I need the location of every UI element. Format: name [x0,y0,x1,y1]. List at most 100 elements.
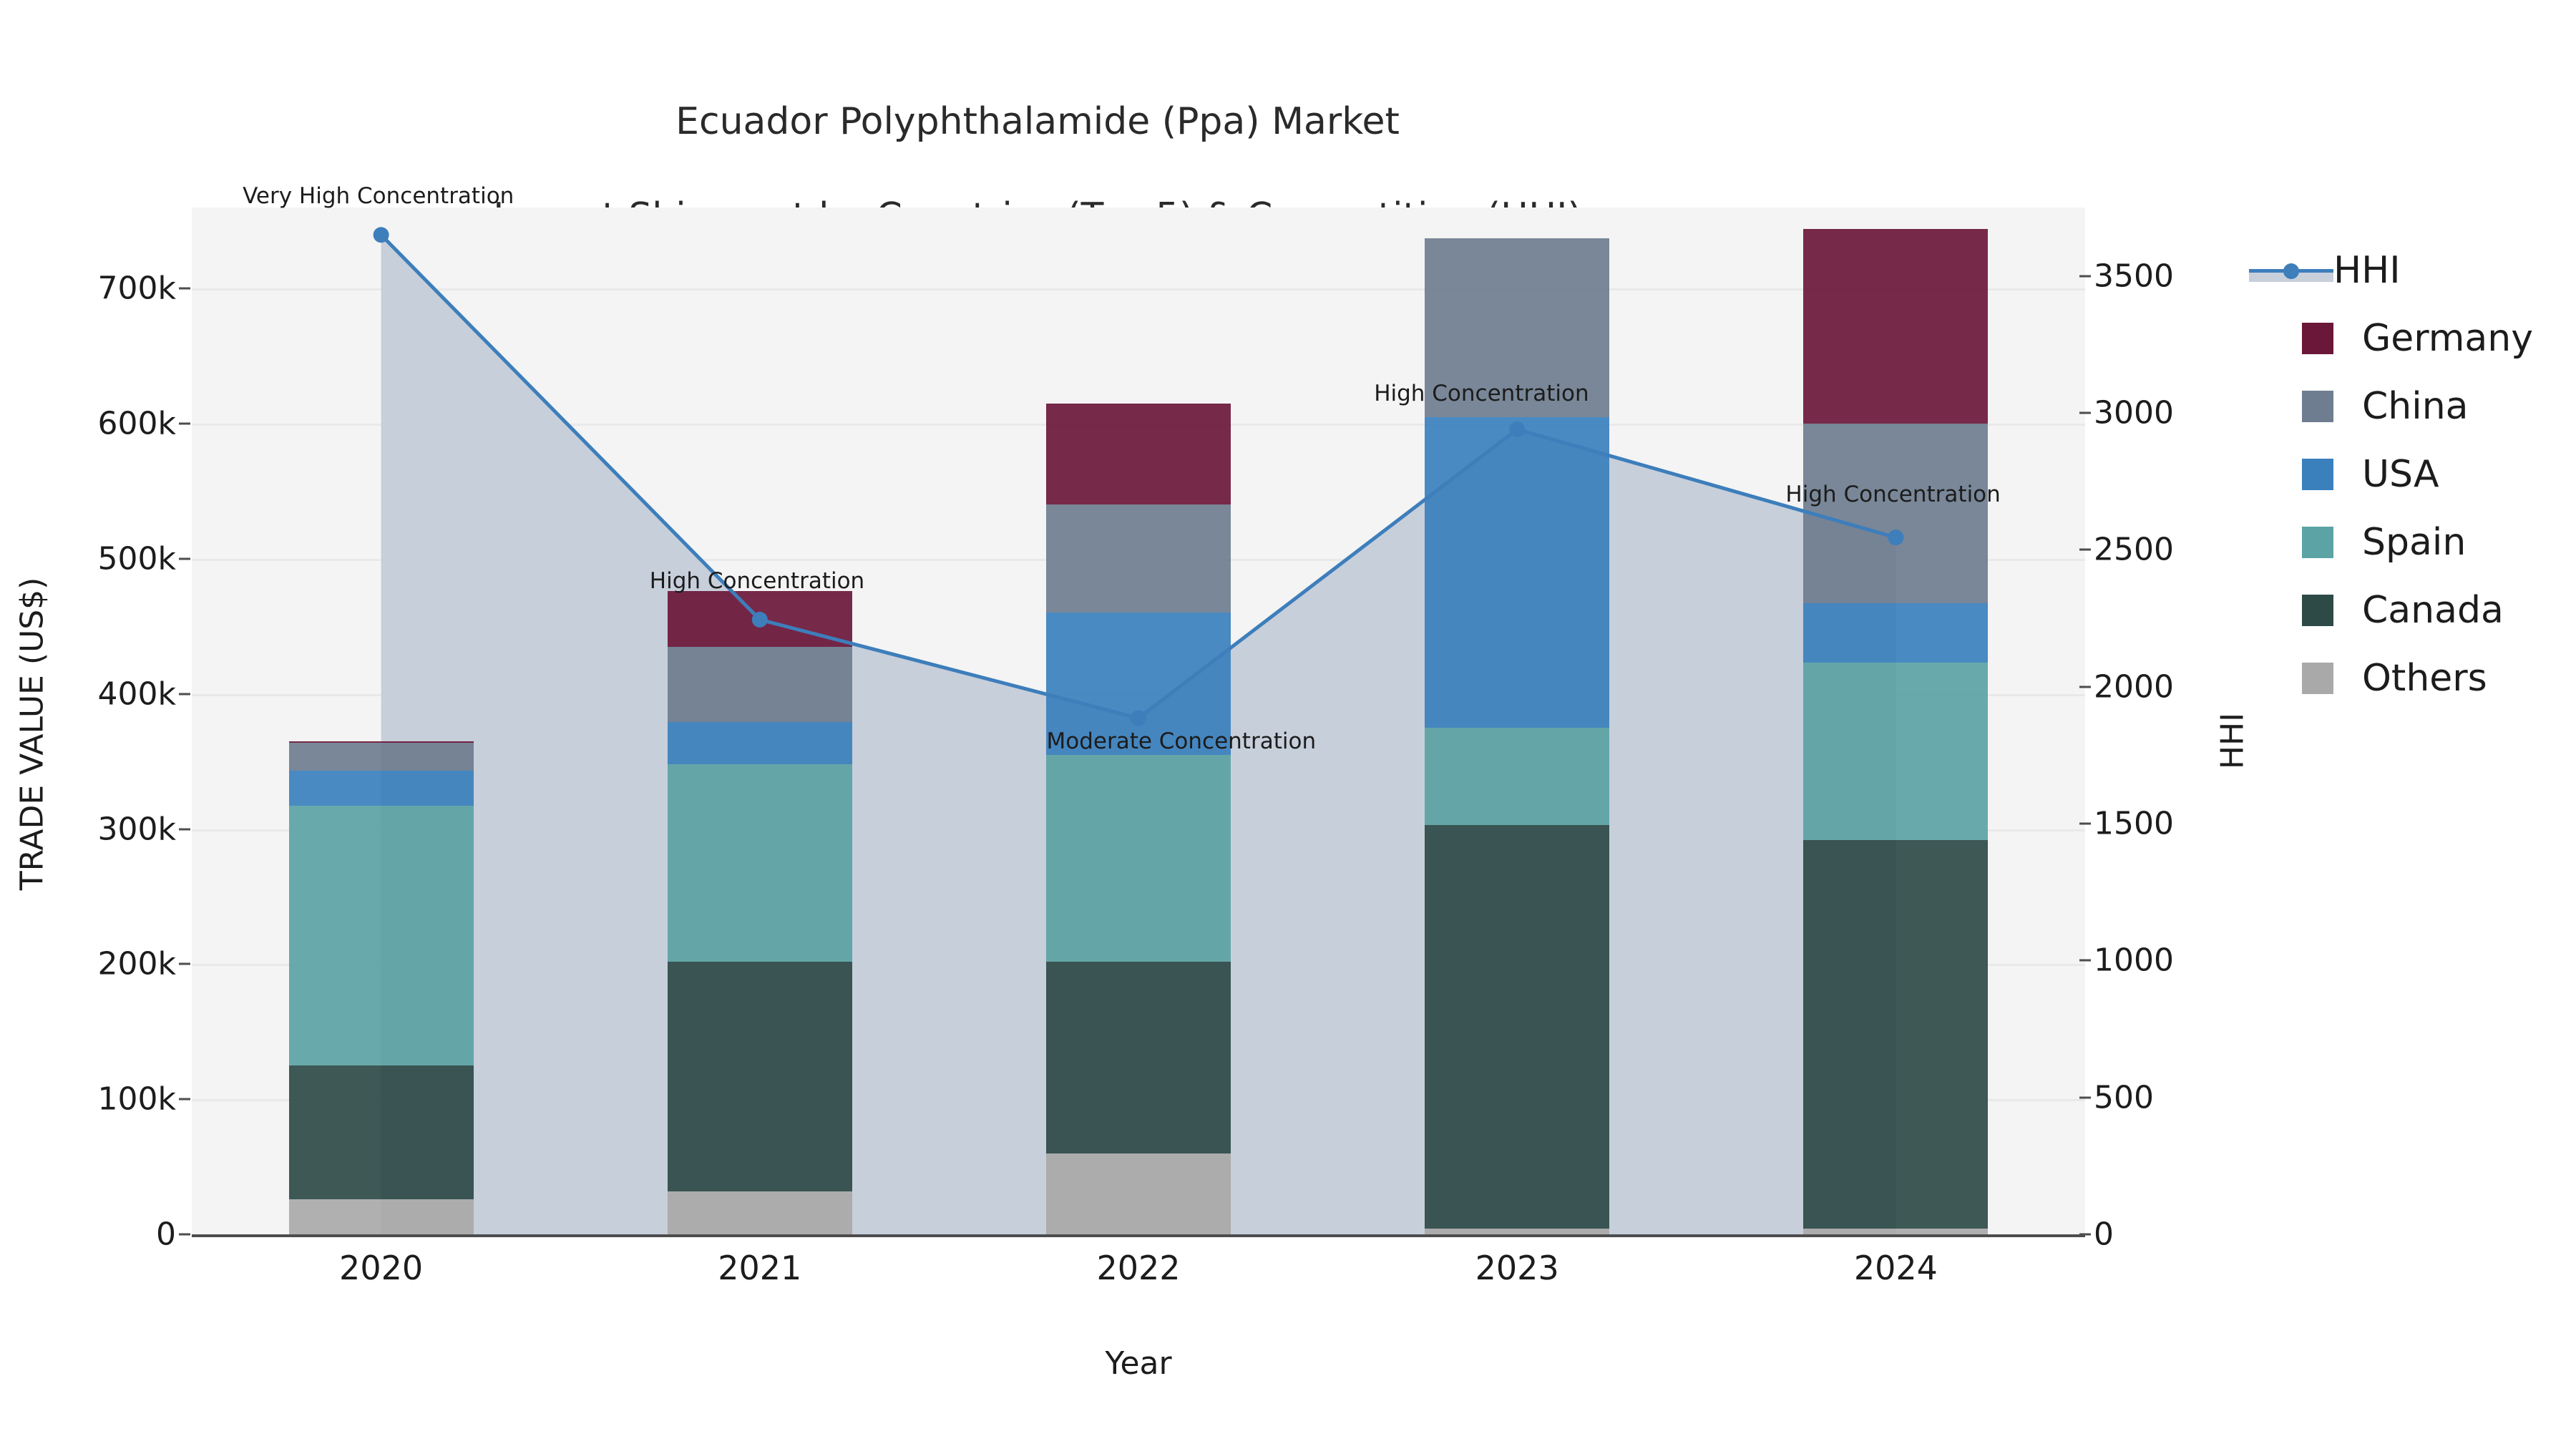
legend-item-china[interactable]: China [2275,372,2576,440]
bar-segment-spain[interactable] [288,806,474,1065]
bar-segment-germany[interactable] [288,741,474,743]
y-axis-right-tick-label: 1500 [2094,805,2174,842]
legend-swatch [2302,662,2333,694]
hhi-data-point[interactable] [373,227,389,243]
bar-segment-china[interactable] [288,742,474,771]
legend-label: Others [2362,656,2487,700]
bar-segment-germany[interactable] [1803,229,1989,424]
gridline [192,288,2085,291]
bar-segment-china[interactable] [1046,504,1231,613]
hhi-data-point[interactable] [1888,530,1904,546]
bar-segment-germany[interactable] [1046,403,1231,505]
bar-segment-others[interactable] [667,1191,852,1234]
bar-segment-usa[interactable] [667,722,852,764]
y-axis-right-tick-label: 2500 [2094,531,2174,568]
y-axis-left-tick-label: 100k [97,1080,176,1118]
bar-segment-china[interactable] [1425,238,1610,417]
bar-segment-china[interactable] [1803,424,1989,604]
x-axis-tick-label: 2020 [339,1249,424,1287]
y-axis-left-tickmark [179,962,190,965]
legend-label: USA [2362,452,2439,496]
bar-column[interactable] [1425,208,1610,1234]
y-axis-left-tickmark [179,1098,190,1101]
bar-segment-usa[interactable] [288,771,474,806]
bar-column[interactable] [288,208,474,1234]
legend-item-spain[interactable]: Spain [2275,508,2576,576]
bar-column[interactable] [1046,208,1231,1234]
legend-label: Canada [2362,588,2504,632]
y-axis-right-tickmark [2079,1096,2091,1099]
y-axis-left-tickmark [179,693,190,696]
bar-segment-others[interactable] [1046,1153,1231,1234]
legend: HHI Germany China USA Spain Canada Others [2249,236,2576,712]
y-axis-left-tick-label: 700k [97,270,176,307]
bar-segment-canada[interactable] [1046,961,1231,1153]
annotation-label: High Concentration [1374,380,1589,406]
y-axis-right-tickmark [2079,686,2091,688]
legend-label: China [2362,384,2469,428]
y-axis-left-tick-label: 500k [97,540,176,577]
y-axis-left-ticks: 0 100k 200k 300k 400k 500k 600k 700k [0,0,177,1449]
bar-segment-spain[interactable] [1803,663,1989,840]
bar-segment-usa[interactable] [1803,603,1989,663]
y-axis-left-tick-label: 300k [97,811,176,848]
hhi-data-point[interactable] [751,611,768,628]
legend-label: Germany [2362,316,2534,360]
y-axis-right-label: HHI [2214,712,2251,770]
legend-label: HHI [2333,248,2401,292]
bar-segment-others[interactable] [1803,1229,1989,1234]
bar-segment-canada[interactable] [1803,839,1989,1229]
bar-segment-usa[interactable] [1046,613,1231,755]
bar-segment-usa[interactable] [1425,416,1610,728]
bar-segment-canada[interactable] [1425,824,1610,1229]
y-axis-right-tick-label: 3500 [2094,258,2174,295]
bar-segment-others[interactable] [288,1199,474,1234]
y-axis-left-tick-label: 0 [156,1216,176,1253]
bar-column[interactable] [1803,208,1989,1234]
y-axis-left-tickmark [179,287,190,290]
annotation-label: High Concentration [649,567,865,594]
y-axis-left-tick-label: 400k [97,675,176,713]
annotation-label: Moderate Concentration [1046,728,1317,754]
bar-segment-canada[interactable] [288,1065,474,1199]
annotation-label: High Concentration [1785,482,2001,508]
legend-item-usa[interactable]: USA [2275,440,2576,508]
legend-item-canada[interactable]: Canada [2275,576,2576,644]
y-axis-right-tickmark [2079,822,2091,825]
x-axis-tick-label: 2024 [1853,1249,1938,1287]
x-axis-label: Year [1105,1345,1172,1382]
legend-item-hhi[interactable]: HHI [2249,236,2576,304]
legend-line-marker [2249,255,2333,286]
y-axis-left-tick-label: 200k [97,945,176,982]
bar-segment-china[interactable] [667,646,852,723]
y-axis-right-tickmark [2079,548,2091,551]
bar-segment-spain[interactable] [1425,727,1610,825]
bar-segment-spain[interactable] [667,763,852,962]
bar-segment-spain[interactable] [1046,754,1231,962]
legend-label: Spain [2362,520,2467,564]
legend-swatch [2302,526,2333,558]
y-axis-left-tickmark [179,422,190,425]
y-axis-right-tickmark [2079,275,2091,278]
annotation-label: Very High Concentration [243,183,514,210]
legend-swatch [2302,322,2333,354]
y-axis-right-tick-label: 0 [2094,1216,2114,1253]
y-axis-left-tickmark [179,828,190,831]
legend-item-germany[interactable]: Germany [2275,304,2576,372]
y-axis-right-tickmark [2079,1233,2091,1236]
legend-swatch [2302,390,2333,422]
x-axis-tick-label: 2022 [1096,1249,1181,1287]
bar-segment-canada[interactable] [667,961,852,1191]
legend-item-others[interactable]: Others [2275,644,2576,712]
y-axis-right-tick-label: 500 [2094,1079,2154,1116]
hhi-data-point[interactable] [1509,421,1526,437]
y-axis-right-tickmark [2079,959,2091,962]
legend-swatch [2302,458,2333,490]
y-axis-left-tickmark [179,557,190,560]
bar-segment-others[interactable] [1425,1229,1610,1234]
hhi-data-point[interactable] [1131,710,1146,726]
hhi-line-series [373,227,1904,726]
legend-swatch [2302,594,2333,626]
y-axis-right-ticks: 0 500 1000 1500 2000 2500 3000 3500 [2094,0,2308,1449]
